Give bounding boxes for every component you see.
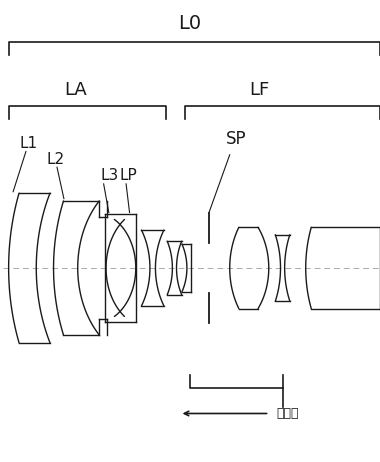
Text: L2: L2 [47, 152, 65, 167]
Text: LF: LF [249, 81, 269, 99]
Text: LP: LP [119, 168, 137, 183]
Text: SP: SP [226, 130, 247, 147]
Text: フォー: フォー [276, 407, 299, 420]
Text: L0: L0 [179, 13, 201, 33]
Text: L1: L1 [19, 136, 37, 151]
Text: LA: LA [65, 81, 87, 99]
Text: L3: L3 [100, 168, 119, 183]
